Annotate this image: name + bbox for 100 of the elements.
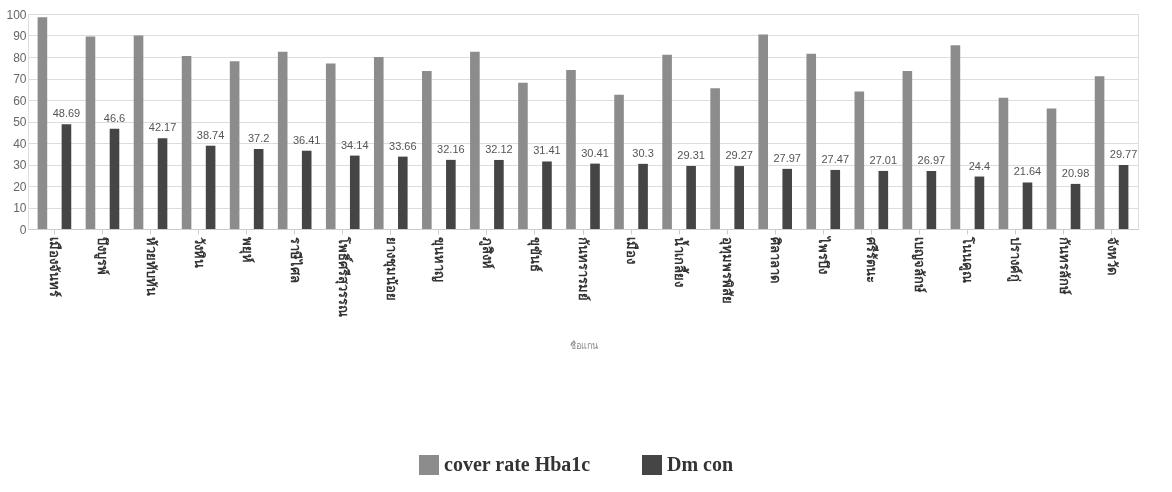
bar bbox=[61, 124, 72, 229]
bar bbox=[398, 156, 408, 229]
bar bbox=[37, 17, 48, 229]
x-tick-label: ศรีรัตนะ bbox=[864, 236, 880, 283]
bar bbox=[325, 63, 336, 229]
bar bbox=[373, 57, 384, 229]
x-tick-label: ราษีไศล bbox=[287, 236, 304, 283]
bar bbox=[686, 165, 696, 229]
y-tick-label: 60 bbox=[13, 93, 27, 108]
bar bbox=[830, 169, 841, 229]
data-label: 33.66 bbox=[389, 139, 417, 152]
bar bbox=[638, 163, 648, 229]
bar bbox=[542, 161, 552, 229]
bar bbox=[782, 168, 793, 229]
x-tick-label: น้ำเกลี้ยง bbox=[672, 236, 691, 287]
bar bbox=[878, 170, 889, 229]
x-tick-label: อุทุมพรพิสัย bbox=[719, 236, 736, 304]
data-label: 37.2 bbox=[247, 132, 270, 145]
y-tick-label: 30 bbox=[13, 158, 27, 172]
data-label: 27.97 bbox=[773, 151, 801, 164]
y-tick-label: 100 bbox=[6, 7, 27, 22]
bar bbox=[758, 34, 768, 229]
data-label: 32.16 bbox=[437, 142, 465, 155]
bar bbox=[950, 45, 961, 229]
x-tick-label: ห้วยทับทัน bbox=[143, 236, 159, 296]
bar bbox=[1022, 182, 1033, 229]
y-tick-label: 40 bbox=[13, 136, 27, 151]
bar bbox=[734, 166, 744, 229]
bar bbox=[566, 69, 576, 229]
x-tick-label: โพธิ์ศรีสุวรรณ bbox=[334, 235, 354, 317]
bar bbox=[349, 155, 360, 229]
data-label: 32.12 bbox=[485, 142, 513, 155]
bar bbox=[277, 51, 288, 229]
bar bbox=[181, 55, 192, 229]
bar bbox=[470, 51, 480, 229]
data-label: 21.64 bbox=[1013, 165, 1042, 178]
data-label: 30.41 bbox=[581, 146, 609, 159]
x-tick-label: บึงบูรพ์ bbox=[94, 236, 111, 275]
data-label: 29.27 bbox=[725, 149, 753, 162]
data-label: 46.6 bbox=[103, 111, 126, 124]
data-label: 26.97 bbox=[917, 154, 946, 167]
bar bbox=[85, 36, 96, 229]
data-label: 27.01 bbox=[869, 153, 898, 166]
x-axis-title: ชื่อแกน bbox=[569, 338, 598, 351]
data-label: 34.14 bbox=[340, 138, 369, 151]
data-label: 31.41 bbox=[533, 144, 561, 157]
y-tick-label: 80 bbox=[13, 50, 27, 65]
x-tick-label: โนนคูณ bbox=[959, 235, 977, 283]
bar bbox=[662, 54, 672, 229]
data-label: 29.77 bbox=[1109, 147, 1138, 160]
x-tick-label: กันทรารมย์ bbox=[576, 236, 591, 301]
bar bbox=[998, 97, 1009, 229]
bar bbox=[157, 138, 168, 229]
bar bbox=[133, 35, 144, 229]
data-label: 36.41 bbox=[292, 133, 321, 146]
bar bbox=[518, 82, 528, 229]
bar bbox=[301, 150, 312, 229]
bar bbox=[446, 159, 456, 229]
y-tick-label: 50 bbox=[13, 115, 27, 129]
x-tick-label: ขุขันธ์ bbox=[526, 236, 543, 272]
bar bbox=[229, 61, 240, 229]
bar bbox=[806, 53, 817, 229]
bar bbox=[1118, 164, 1129, 229]
data-label: 29.31 bbox=[677, 148, 705, 161]
y-tick-label: 70 bbox=[13, 72, 27, 86]
x-tick-label: ไพรบึง bbox=[816, 234, 833, 274]
x-tick-label: วังหิน bbox=[191, 236, 207, 268]
x-tick-label: เบญจลักษ์ bbox=[911, 236, 928, 293]
data-label: 27.47 bbox=[821, 152, 850, 165]
legend-label: Dm con bbox=[667, 453, 734, 475]
x-tick-label: ยางชุมน้อย bbox=[382, 236, 399, 301]
data-label: 24.4 bbox=[968, 159, 991, 172]
bar bbox=[1070, 183, 1081, 229]
y-tick-label: 0 bbox=[19, 222, 27, 237]
bar bbox=[1094, 76, 1105, 229]
data-label: 48.69 bbox=[52, 107, 81, 120]
data-label: 38.74 bbox=[196, 128, 225, 141]
bar bbox=[710, 88, 720, 229]
x-tick-label: เมือง bbox=[624, 236, 640, 264]
bar bbox=[109, 128, 120, 229]
x-tick-label: ภูสิงห์ bbox=[478, 236, 495, 269]
bar bbox=[974, 176, 985, 229]
bar bbox=[253, 149, 264, 229]
y-tick-label: 20 bbox=[13, 179, 27, 194]
bar bbox=[902, 70, 913, 229]
bar bbox=[614, 94, 624, 229]
bar bbox=[494, 159, 504, 229]
bar bbox=[854, 91, 865, 229]
x-tick-label: ศิลาลาด bbox=[768, 236, 784, 283]
bar bbox=[1046, 108, 1057, 229]
x-tick-label: เมืองจันทร์ bbox=[47, 236, 63, 297]
legend-label: cover rate Hba1c bbox=[444, 453, 591, 475]
x-tick-label: จังหวัด bbox=[1104, 236, 1120, 275]
x-tick-label: กันทรลักษ์ bbox=[1056, 236, 1072, 295]
y-tick-label: 90 bbox=[13, 29, 27, 43]
bar bbox=[422, 70, 432, 229]
x-tick-label: ขุนหาญ bbox=[430, 236, 447, 282]
data-label: 30.3 bbox=[632, 146, 654, 159]
data-label: 20.98 bbox=[1061, 166, 1090, 179]
x-tick-label: พยุห์ bbox=[238, 236, 255, 263]
